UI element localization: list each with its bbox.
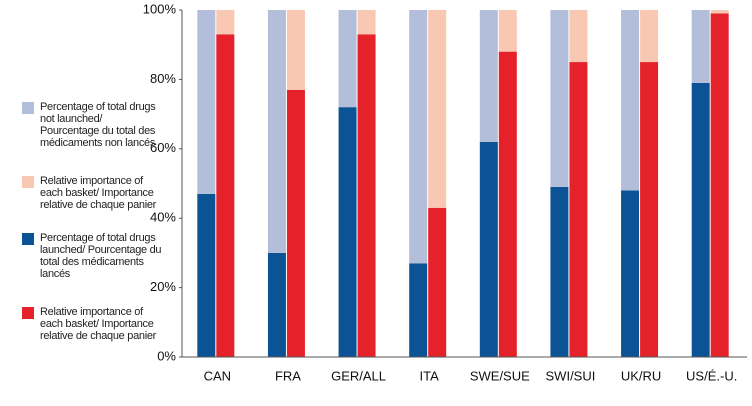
bar-segment [710, 13, 729, 357]
x-tick-label: US/É.-U. [686, 368, 737, 383]
bar-segment [640, 10, 659, 63]
legend-swatch [22, 233, 34, 245]
bar-segment [338, 107, 357, 357]
bar-segment [691, 10, 710, 83]
bar-segment [569, 62, 588, 358]
legend-item: Relative importance of each basket/ Impo… [22, 306, 162, 342]
bar-segment [498, 51, 517, 357]
bar-segment [428, 10, 447, 208]
bar-segment [197, 193, 216, 357]
bar-segment [216, 34, 235, 357]
y-tick-label: 40% [150, 210, 176, 225]
bar-segment [267, 252, 286, 357]
bar-segment [216, 10, 235, 35]
bar-segment [338, 10, 357, 108]
legend-swatch [22, 307, 34, 319]
y-tick-label: 100% [143, 1, 177, 16]
bar-segment [550, 186, 569, 357]
bar-segment [428, 207, 447, 357]
x-tick-label: CAN [204, 368, 231, 383]
bar-segment [569, 10, 588, 63]
legend-label: Relative importance of each basket/ Impo… [40, 306, 157, 342]
legend-label: Percentage of total drugs launched/ Pour… [40, 232, 162, 280]
bar-segment [197, 10, 216, 194]
bar-segment [710, 10, 729, 14]
legend-swatch [22, 176, 34, 188]
bar-segment [691, 82, 710, 358]
legend-label: Relative importance of each basket/ Impo… [40, 175, 157, 211]
legend-item: Relative importance of each basket/ Impo… [22, 175, 162, 211]
y-tick-label: 20% [150, 279, 176, 294]
bar-segment [640, 62, 659, 358]
y-tick-label: 60% [150, 140, 176, 155]
x-tick-label: UK/RU [621, 368, 661, 383]
x-tick-label: FRA [275, 368, 301, 383]
bar-segment [357, 34, 376, 357]
legend-swatch [22, 102, 34, 114]
y-tick-label: 80% [150, 71, 176, 86]
bar-segment [621, 190, 640, 357]
legend-item: Percentage of total drugs launched/ Pour… [22, 232, 162, 280]
bar-segment [479, 141, 498, 357]
bar-segment [479, 10, 498, 142]
legend-item: Percentage of total drugs not launched/ … [22, 101, 162, 149]
bar-segment [621, 10, 640, 191]
bar-segment [409, 263, 428, 357]
bar-segment [267, 10, 286, 253]
bar-segment [357, 10, 376, 35]
x-tick-label: ITA [420, 368, 440, 383]
x-tick-label: SWI/SUI [546, 368, 596, 383]
bar-segment [286, 10, 305, 90]
bar-segment [550, 10, 569, 187]
bar-segment [286, 89, 305, 357]
legend-label: Percentage of total drugs not launched/ … [40, 101, 156, 149]
bar-segment [409, 10, 428, 264]
x-tick-label: SWE/SUE [470, 368, 530, 383]
x-tick-label: GER/ALL [331, 368, 386, 383]
y-tick-label: 0% [157, 348, 176, 363]
bar-segment [498, 10, 517, 52]
